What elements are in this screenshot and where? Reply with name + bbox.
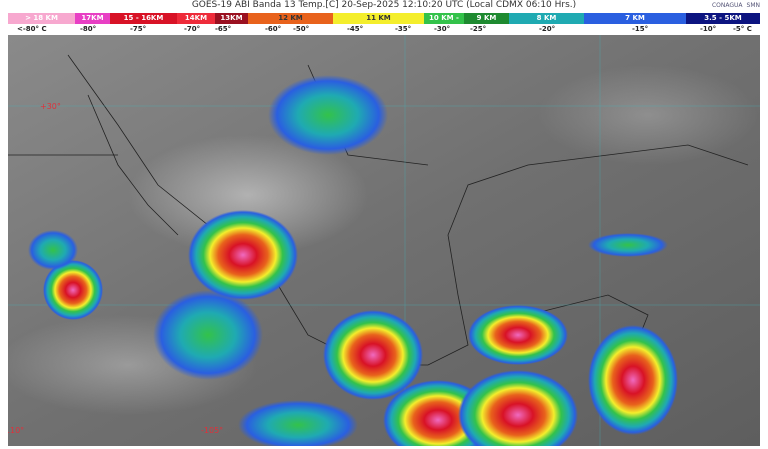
lon-110-label: -110° xyxy=(8,426,24,435)
temp-label: -15° xyxy=(632,25,649,33)
temp-label: -60° xyxy=(265,25,282,33)
legend-13km: 13KM xyxy=(215,13,248,24)
legend-11km: 11 KM xyxy=(333,13,424,24)
temp-label: -25° xyxy=(470,25,487,33)
legend-3-5km: 3.5 - 5KM xyxy=(686,13,760,24)
temp-label: -50° xyxy=(293,25,310,33)
temp-label: -45° xyxy=(347,25,364,33)
agency-logos: CONAGUA SMN xyxy=(712,2,760,9)
legend-18km: > 18 KM xyxy=(8,13,75,24)
legend-8km: 8 KM xyxy=(509,13,584,24)
image-title: GOES-19 ABI Banda 13 Temp.[C] 20-Sep-202… xyxy=(191,0,577,10)
temp-label: -30° xyxy=(434,25,451,33)
temperature-scale: <-80° C -80° -75° -70° -65° -60° -50° -4… xyxy=(0,24,768,35)
legend-7km: 7 KM xyxy=(584,13,686,24)
temp-label: <-80° C xyxy=(17,25,47,33)
lon-105-label: -105° xyxy=(201,426,223,435)
temp-label: -75° xyxy=(130,25,147,33)
legend-12km: 12 KM xyxy=(248,13,333,24)
legend-14km: 14KM xyxy=(177,13,215,24)
satellite-map: +30° -110° -105° xyxy=(8,35,760,446)
conagua-logo: CONAGUA xyxy=(711,2,743,9)
legend-17km: 17KM xyxy=(75,13,110,24)
temp-label: -35° xyxy=(395,25,412,33)
temp-label: -65° xyxy=(215,25,232,33)
convective-clouds xyxy=(28,75,678,446)
temp-label: -80° xyxy=(80,25,97,33)
smn-logo: SMN xyxy=(746,2,760,9)
lat-30-label: +30° xyxy=(40,102,61,111)
temp-label: -70° xyxy=(184,25,201,33)
temp-label: -5° C xyxy=(733,25,752,33)
legend-9km: 9 KM xyxy=(464,13,509,24)
color-legend: > 18 KM 17KM 15 - 16KM 14KM 13KM 12 KM 1… xyxy=(8,13,760,24)
temp-label: -20° xyxy=(539,25,556,33)
legend-15-16km: 15 - 16KM xyxy=(110,13,177,24)
legend-10km: 10 KM - xyxy=(424,13,464,24)
temp-label: -10° xyxy=(700,25,717,33)
